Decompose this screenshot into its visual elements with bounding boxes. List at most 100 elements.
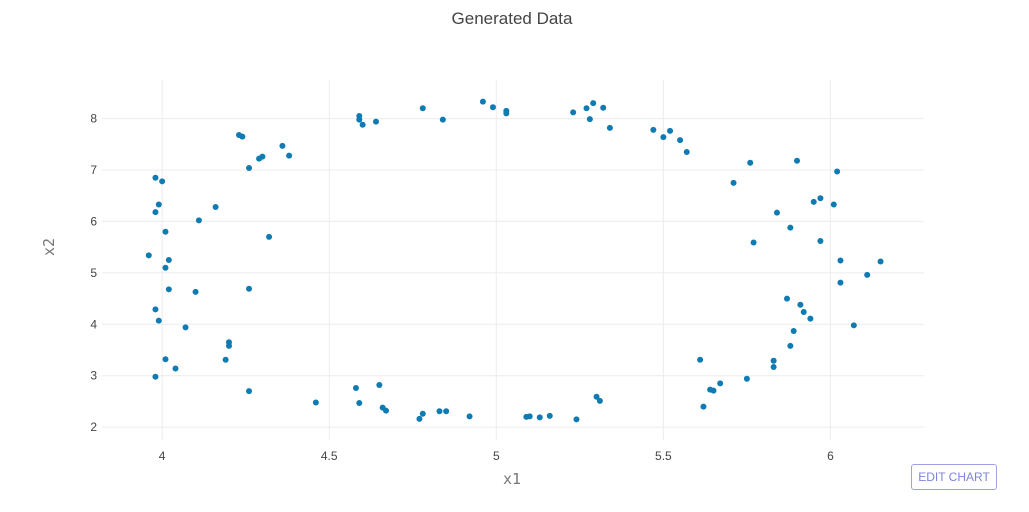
- data-point: [443, 408, 450, 415]
- x-axis-label: x1: [503, 470, 521, 488]
- data-point: [152, 209, 159, 216]
- x-tick-label: 4.5: [321, 449, 338, 463]
- data-point: [650, 126, 657, 133]
- y-tick-label: 6: [90, 214, 97, 228]
- data-point: [797, 301, 804, 308]
- data-point: [436, 408, 443, 415]
- axis-ticks: 4 4.5 5 5.5 6 2 3 4 5 6 7 8: [90, 112, 834, 463]
- data-point: [416, 415, 423, 422]
- data-point: [864, 271, 871, 278]
- x-tick-label: 5.5: [655, 449, 672, 463]
- data-point: [356, 399, 363, 406]
- data-point: [773, 209, 780, 216]
- data-point: [222, 356, 229, 363]
- y-tick-label: 5: [90, 266, 97, 280]
- data-point: [152, 306, 159, 313]
- data-point: [717, 380, 724, 387]
- data-point: [667, 127, 674, 134]
- data-point: [239, 133, 246, 140]
- data-point: [837, 257, 844, 264]
- data-point: [800, 308, 807, 315]
- data-point: [356, 116, 363, 123]
- data-point: [383, 407, 390, 414]
- data-point: [192, 288, 199, 295]
- x-tick-label: 4: [159, 449, 166, 463]
- y-tick-label: 8: [90, 112, 97, 126]
- data-point: [787, 342, 794, 349]
- data-point: [419, 410, 426, 417]
- data-point: [750, 239, 757, 246]
- data-point: [697, 356, 704, 363]
- data-point: [312, 399, 319, 406]
- data-point: [730, 179, 737, 186]
- data-point: [677, 137, 684, 144]
- data-point: [606, 124, 613, 131]
- data-point: [834, 168, 841, 175]
- data-point: [790, 327, 797, 334]
- data-point: [373, 118, 379, 125]
- data-point: [586, 116, 593, 123]
- data-point: [162, 264, 169, 271]
- grid: [102, 80, 924, 440]
- x-tick-label: 5: [493, 449, 500, 463]
- data-point: [376, 381, 383, 388]
- data-point: [570, 109, 577, 116]
- data-point: [165, 257, 172, 263]
- data-point: [683, 149, 690, 155]
- data-point: [479, 98, 486, 105]
- data-point: [743, 375, 750, 382]
- data-point: [526, 413, 533, 420]
- data-point: [850, 322, 857, 329]
- data-point: [359, 121, 366, 128]
- data-point: [787, 224, 794, 231]
- y-tick-label: 7: [90, 163, 97, 177]
- data-point: [145, 252, 152, 259]
- data-point: [152, 373, 159, 380]
- data-points: [145, 98, 884, 423]
- data-point: [593, 393, 600, 400]
- data-point: [794, 157, 801, 164]
- data-point: [182, 324, 189, 331]
- data-point: [466, 413, 473, 420]
- data-point: [546, 412, 553, 419]
- data-point: [770, 357, 777, 364]
- data-point: [590, 100, 597, 107]
- data-point: [583, 105, 590, 112]
- data-point: [162, 228, 169, 235]
- data-point: [439, 116, 446, 123]
- data-point: [212, 204, 219, 211]
- data-point: [489, 104, 496, 111]
- data-point: [810, 198, 817, 205]
- data-point: [159, 178, 166, 185]
- data-point: [266, 233, 273, 240]
- y-tick-label: 4: [90, 317, 97, 331]
- y-tick-label: 2: [90, 420, 97, 434]
- data-point: [279, 142, 286, 149]
- data-point: [195, 217, 202, 224]
- data-point: [152, 174, 159, 181]
- data-point: [172, 365, 179, 372]
- data-point: [246, 164, 253, 171]
- data-point: [710, 387, 717, 394]
- data-point: [225, 342, 232, 349]
- y-axis-label: x2: [40, 238, 58, 256]
- data-point: [600, 104, 607, 111]
- data-point: [259, 153, 266, 160]
- edit-chart-button[interactable]: EDIT CHART: [911, 464, 997, 490]
- data-point: [246, 285, 253, 292]
- data-point: [155, 317, 162, 324]
- data-point: [286, 152, 293, 159]
- y-tick-label: 3: [90, 369, 97, 383]
- data-point: [596, 397, 603, 404]
- data-point: [770, 363, 777, 370]
- data-point: [784, 295, 790, 302]
- data-point: [700, 403, 707, 410]
- data-point: [155, 201, 162, 208]
- data-point: [503, 110, 510, 117]
- data-point: [830, 201, 837, 208]
- data-point: [162, 356, 169, 363]
- data-point: [877, 258, 884, 265]
- chart-title: Generated Data: [452, 9, 574, 28]
- data-point: [660, 134, 667, 141]
- x-tick-label: 6: [827, 449, 834, 463]
